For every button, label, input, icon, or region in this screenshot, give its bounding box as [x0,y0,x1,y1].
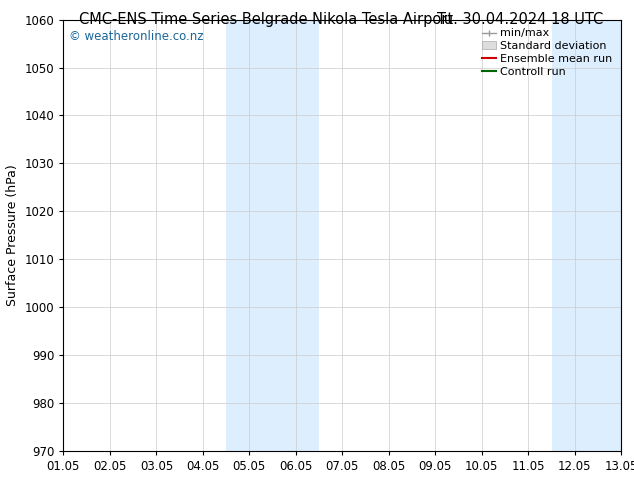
Text: CMC-ENS Time Series Belgrade Nikola Tesla Airport: CMC-ENS Time Series Belgrade Nikola Tesl… [79,12,453,27]
Text: Tu. 30.04.2024 18 UTC: Tu. 30.04.2024 18 UTC [437,12,603,27]
Y-axis label: Surface Pressure (hPa): Surface Pressure (hPa) [6,164,19,306]
Text: © weatheronline.co.nz: © weatheronline.co.nz [69,30,204,44]
Bar [226,20,319,451]
Legend: min/max, Standard deviation, Ensemble mean run, Controll run: min/max, Standard deviation, Ensemble me… [479,25,616,80]
Bar [552,20,634,451]
